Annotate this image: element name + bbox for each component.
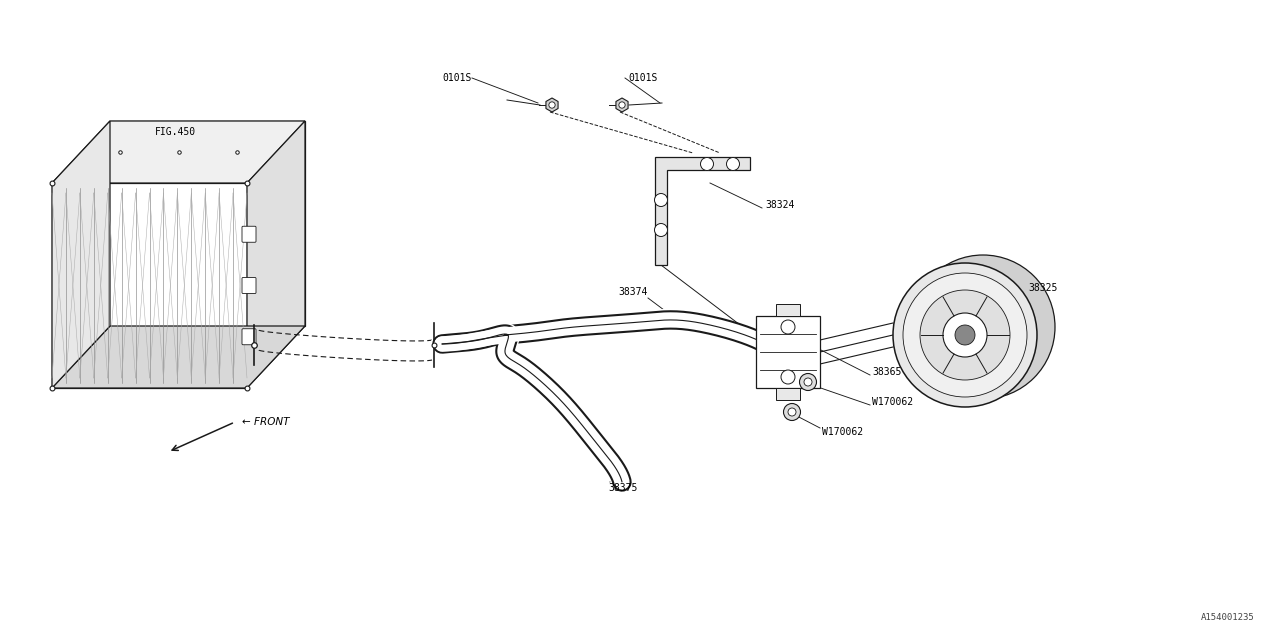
Text: 0101S: 0101S bbox=[628, 73, 658, 83]
Circle shape bbox=[804, 378, 812, 386]
Circle shape bbox=[781, 320, 795, 334]
Circle shape bbox=[893, 263, 1037, 407]
FancyBboxPatch shape bbox=[242, 227, 256, 243]
Text: 38374: 38374 bbox=[618, 287, 648, 297]
Circle shape bbox=[727, 157, 740, 170]
Circle shape bbox=[781, 370, 795, 384]
Polygon shape bbox=[52, 326, 305, 388]
Polygon shape bbox=[110, 121, 305, 326]
Circle shape bbox=[955, 325, 975, 345]
Circle shape bbox=[788, 408, 796, 416]
Polygon shape bbox=[776, 388, 800, 400]
Text: 38324: 38324 bbox=[765, 200, 795, 210]
Polygon shape bbox=[776, 304, 800, 316]
Circle shape bbox=[800, 374, 817, 390]
Circle shape bbox=[911, 255, 1055, 399]
Polygon shape bbox=[52, 183, 247, 388]
Text: 38365: 38365 bbox=[872, 367, 901, 377]
Text: W170062: W170062 bbox=[872, 397, 913, 407]
Polygon shape bbox=[547, 98, 558, 112]
Circle shape bbox=[654, 193, 667, 207]
Circle shape bbox=[783, 403, 800, 420]
Text: 38375: 38375 bbox=[608, 483, 637, 493]
Circle shape bbox=[920, 290, 1010, 380]
Polygon shape bbox=[616, 98, 628, 112]
Circle shape bbox=[700, 157, 713, 170]
Text: 38325: 38325 bbox=[1028, 283, 1057, 293]
Circle shape bbox=[654, 223, 667, 237]
Text: FIG.450: FIG.450 bbox=[155, 127, 196, 137]
Circle shape bbox=[549, 102, 556, 108]
Polygon shape bbox=[247, 121, 305, 388]
Text: 0101S: 0101S bbox=[443, 73, 472, 83]
Text: W170062: W170062 bbox=[822, 427, 863, 437]
Polygon shape bbox=[52, 121, 110, 388]
Circle shape bbox=[902, 273, 1027, 397]
Polygon shape bbox=[756, 316, 820, 388]
FancyBboxPatch shape bbox=[242, 278, 256, 294]
Text: ← FRONT: ← FRONT bbox=[242, 417, 289, 427]
Polygon shape bbox=[655, 157, 750, 265]
FancyBboxPatch shape bbox=[242, 329, 256, 345]
Circle shape bbox=[943, 313, 987, 357]
Circle shape bbox=[618, 102, 625, 108]
Text: A154001235: A154001235 bbox=[1201, 613, 1254, 622]
Polygon shape bbox=[52, 121, 305, 183]
